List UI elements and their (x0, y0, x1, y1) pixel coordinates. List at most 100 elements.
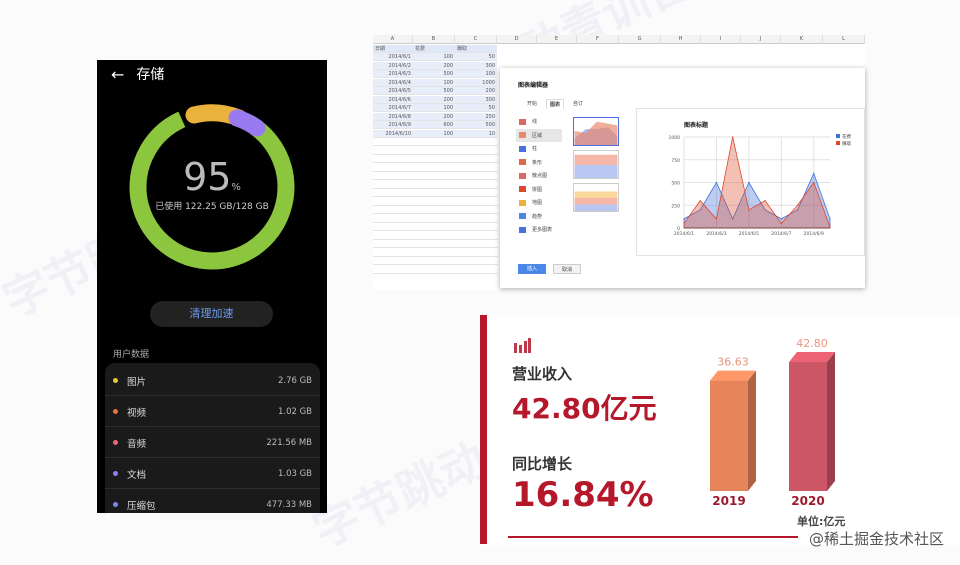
chart-type-icon (519, 172, 526, 179)
column-header[interactable]: D (497, 35, 537, 44)
chart-style-thumb[interactable] (573, 117, 619, 146)
table-cell[interactable]: 200 (413, 61, 455, 70)
column-header[interactable]: A (373, 35, 413, 44)
growth-label: 同比增长 (512, 455, 573, 473)
chart-type-label: 条形 (532, 159, 543, 166)
item-label: 视频 (127, 407, 147, 419)
column-header[interactable]: K (781, 35, 823, 44)
table-cell[interactable]: 100 (413, 78, 455, 87)
chart-type-item[interactable]: 趋势 (516, 210, 562, 224)
table-cell[interactable]: 2014/6/1 (373, 53, 413, 61)
table-cell[interactable]: 300 (455, 95, 497, 104)
list-item[interactable]: 图片 2.76 GB (105, 366, 320, 396)
table-cell[interactable]: 100 (413, 53, 455, 61)
tab[interactable]: 开始 (527, 101, 538, 107)
table-cell[interactable]: 300 (455, 61, 497, 70)
table-cell[interactable]: 1000 (455, 78, 497, 87)
tab[interactable]: 图表 (546, 99, 565, 109)
table-cell[interactable]: 600 (413, 121, 455, 129)
column-header[interactable]: B (413, 35, 455, 44)
table-cell[interactable]: 2014/6/6 (373, 95, 413, 104)
table-cell[interactable]: 2014/6/9 (373, 121, 413, 129)
column-header[interactable]: C (455, 35, 497, 44)
data-point (715, 218, 718, 220)
column-header[interactable]: F (577, 35, 619, 44)
table-cell[interactable]: 500 (455, 121, 497, 129)
column-header[interactable]: L (823, 35, 865, 44)
table-cell[interactable]: 200 (455, 87, 497, 95)
table-cell[interactable]: 200 (413, 112, 455, 121)
column-header[interactable]: I (701, 35, 741, 44)
color-dot (113, 440, 118, 445)
color-dot (113, 378, 118, 383)
chart-type-item[interactable]: 散点图 (516, 169, 562, 183)
ring-docs-arc (228, 109, 266, 137)
table-cell[interactable]: 2014/6/7 (373, 104, 413, 112)
x-tick-label: 2014/6/9 (804, 231, 824, 237)
list-item[interactable]: 文档 1.03 GB (105, 459, 320, 489)
chart-type-item[interactable]: 更多图表 (516, 223, 562, 237)
bar-top (710, 370, 756, 381)
data-point (683, 222, 685, 225)
tab[interactable]: 自订 (573, 101, 584, 107)
chart-type-item[interactable]: 柱 (516, 142, 562, 156)
item-size: 2.76 GB (277, 375, 312, 386)
table-cell[interactable]: 250 (455, 112, 497, 121)
column-header[interactable]: E (537, 35, 577, 44)
color-dot (113, 502, 118, 507)
table-cell[interactable]: 2014/6/3 (373, 70, 413, 78)
header-cell[interactable]: 赚取 (455, 45, 497, 53)
chart-type-item[interactable]: 地图 (516, 196, 562, 210)
legend-label: 赚取 (842, 140, 851, 147)
table-cell[interactable]: 200 (413, 95, 455, 104)
empty-row (373, 172, 498, 180)
revenue-label: 营业收入 (512, 365, 573, 383)
table-cell[interactable]: 100 (413, 104, 455, 112)
chart-type-item[interactable]: 区域 (516, 128, 562, 142)
cancel-button[interactable]: 取消 (553, 264, 581, 274)
table-cell[interactable]: 2014/6/8 (373, 112, 413, 121)
chart-type-icon (519, 226, 526, 233)
chart-type-label: 线 (532, 119, 538, 126)
growth-value: 16.84% (512, 475, 654, 515)
y-tick-label: 0 (677, 226, 680, 232)
list-item[interactable]: 视频 1.02 GB (105, 397, 320, 427)
chart-type-label: 地图 (532, 200, 543, 207)
table-cell[interactable]: 50 (455, 104, 497, 112)
table-cell[interactable]: 2014/6/5 (373, 87, 413, 95)
empty-row (373, 164, 498, 172)
list-item[interactable]: 压缩包 477.33 MB (105, 490, 320, 513)
table-cell[interactable]: 500 (413, 87, 455, 95)
table-cell[interactable]: 10 (455, 129, 497, 138)
bar-side (748, 370, 756, 491)
insert-button[interactable]: 插入 (518, 264, 546, 274)
table-cell[interactable]: 100 (413, 129, 455, 138)
table-cell[interactable]: 100 (455, 70, 497, 78)
column-header[interactable]: J (741, 35, 781, 44)
chart-style-thumb[interactable] (573, 183, 619, 212)
table-cell[interactable]: 50 (455, 53, 497, 61)
list-item[interactable]: 音频 221.56 MB (105, 428, 320, 458)
source-watermark: @稀土掘金技术社区 (808, 530, 944, 548)
clean-button[interactable]: 清理加速 (150, 301, 273, 327)
table-cell[interactable]: 2014/6/4 (373, 78, 413, 87)
table-cell[interactable]: 2014/6/2 (373, 61, 413, 70)
y-tick-label: 750 (671, 158, 680, 164)
back-arrow-icon[interactable]: ← (111, 64, 125, 84)
header-cell[interactable]: 花费 (413, 45, 455, 53)
chart-type-item[interactable]: 饼图 (516, 183, 562, 197)
column-header[interactable]: G (619, 35, 661, 44)
unit-label: 单位:亿元 (797, 515, 846, 528)
data-point (829, 226, 831, 228)
column-header[interactable]: H (661, 35, 701, 44)
data-point (780, 218, 782, 220)
chart-style-thumb[interactable] (573, 150, 619, 179)
chart-type-item[interactable]: 条形 (516, 156, 562, 170)
table-cell[interactable]: 500 (413, 70, 455, 78)
header-cell[interactable]: 日期 (373, 45, 413, 53)
y-tick-label: 1000 (669, 135, 681, 141)
chart-type-item[interactable]: 线 (516, 115, 562, 129)
empty-row (373, 138, 498, 146)
table-cell[interactable]: 2014/6/10 (373, 129, 413, 138)
empty-row (373, 257, 498, 265)
